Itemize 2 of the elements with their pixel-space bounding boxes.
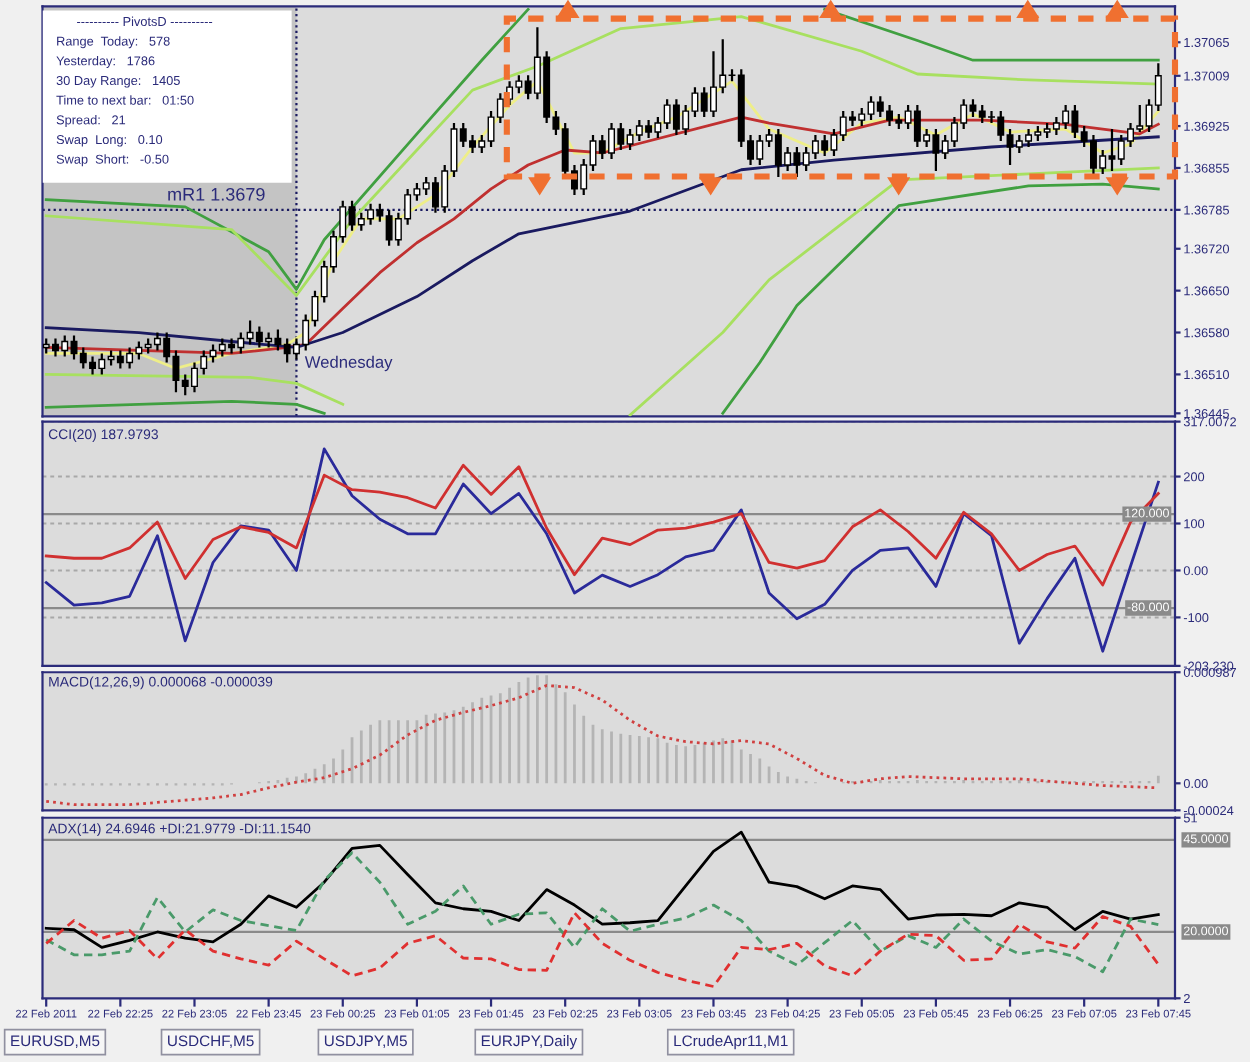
ref-line-label: mR1 1.3679: [168, 187, 265, 201]
ref-line-label: Wednesday: [304, 355, 393, 372]
